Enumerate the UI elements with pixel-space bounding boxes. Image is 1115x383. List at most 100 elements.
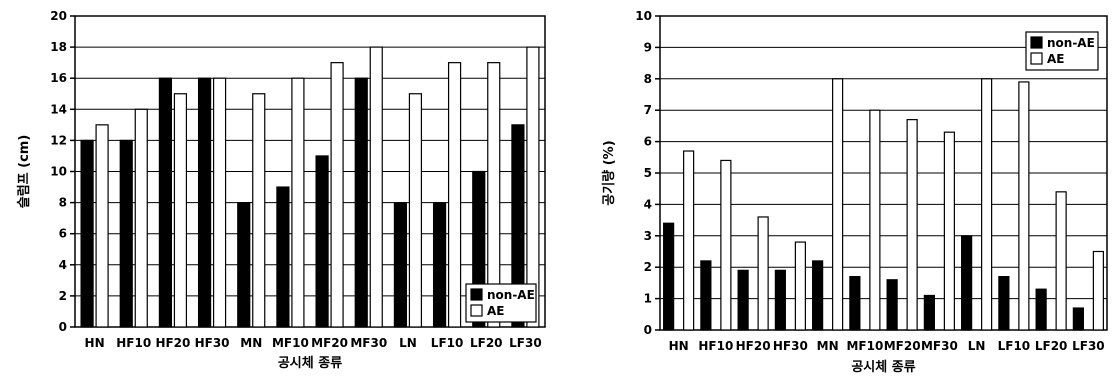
bar-non-ae-lf10 [432, 202, 447, 328]
bar-non-ae-lf20 [1035, 288, 1047, 331]
legend-label: non-AE [487, 288, 535, 302]
bar-ae-mn [832, 78, 844, 331]
y-tick-label: 0 [644, 323, 652, 337]
legend-label: AE [1047, 52, 1064, 66]
bar-non-ae-lf10 [998, 276, 1010, 331]
bar-non-ae-hn [80, 139, 94, 328]
x-tick-label: LF20 [1035, 339, 1068, 353]
legend-swatch [1030, 52, 1043, 65]
x-tick-label: HN [85, 336, 105, 350]
bar-ae-mf10 [291, 77, 305, 328]
x-tick-label: MF30 [350, 336, 387, 350]
x-tick-label: LF10 [431, 336, 464, 350]
y-tick-label: 14 [50, 102, 67, 116]
y-tick-label: 4 [644, 197, 652, 211]
y-tick-label: 2 [644, 260, 652, 274]
bar-non-ae-mf10 [849, 276, 861, 331]
legend-swatch [1030, 36, 1043, 49]
y-tick-label: 18 [50, 40, 67, 54]
legend: non-AE AE [1025, 31, 1099, 71]
y-tick-label: 2 [59, 289, 67, 303]
x-axis-title: 공시체 종류 [278, 356, 342, 371]
bar-ae-hf20 [173, 93, 188, 328]
y-tick-label: 5 [644, 166, 652, 180]
plot-area [659, 15, 1108, 331]
legend-swatch [470, 304, 483, 317]
y-tick-label: 4 [59, 258, 67, 272]
x-tick-label: HF10 [698, 339, 733, 353]
y-tick-label: 10 [50, 165, 67, 179]
bar-ae-hf30 [212, 77, 227, 328]
x-tick-label: MF20 [311, 336, 348, 350]
x-tick-label: MF10 [272, 336, 309, 350]
bar-non-ae-lf30 [1072, 307, 1084, 331]
bar-ae-mf20 [906, 119, 918, 331]
x-tick-label: HF10 [116, 336, 151, 350]
y-axis-title: 슬럼프 (cm) [17, 135, 32, 209]
x-tick-label: LF30 [509, 336, 542, 350]
y-tick-label: 6 [644, 135, 652, 149]
bar-non-ae-hf30 [197, 77, 212, 328]
legend-label: non-AE [1047, 36, 1095, 50]
x-tick-label: MF30 [921, 339, 958, 353]
x-tick-label: MN [817, 339, 839, 353]
bar-ae-hn [683, 150, 695, 331]
bar-ae-lf10 [447, 62, 462, 328]
bar-ae-hf20 [757, 216, 769, 331]
y-tick-label: 10 [635, 9, 652, 23]
plot-area [74, 15, 546, 328]
x-tick-label: MN [240, 336, 262, 350]
slump-chart: 0 2 4 6 8 10 12 14 16 18 20 HN HF10 HF20 HF30 MN MF10 MF2… [17, 9, 546, 371]
y-tick-label: 12 [50, 133, 67, 147]
bar-ae-lf30 [526, 46, 540, 328]
bar-ae-lf30 [1092, 250, 1104, 331]
legend: non-AE AE [465, 283, 537, 323]
bar-ae-mf20 [330, 62, 344, 328]
bar-non-ae-ln [961, 235, 973, 331]
y-tick-label: 6 [59, 227, 67, 241]
bar-non-ae-mf10 [276, 186, 290, 328]
y-tick-label: 16 [50, 71, 67, 85]
bar-ae-mf30 [943, 131, 955, 331]
x-tick-label: LN [399, 336, 417, 350]
y-tick-label: 8 [59, 196, 67, 210]
bar-non-ae-mf30 [923, 294, 935, 331]
x-tick-label: LF20 [470, 336, 503, 350]
y-tick-label: 7 [644, 103, 652, 117]
bar-non-ae-mf20 [886, 279, 898, 331]
x-tick-label: LF10 [998, 339, 1031, 353]
y-tick-label: 8 [644, 72, 652, 86]
bar-ae-lf20 [487, 62, 501, 328]
bar-ae-hf30 [794, 241, 806, 331]
bar-ae-ln [408, 93, 423, 328]
bar-non-ae-hn [663, 222, 675, 331]
bar-non-ae-mf20 [315, 155, 329, 328]
bar-non-ae-hf10 [119, 139, 133, 328]
bar-non-ae-mn [812, 260, 824, 331]
x-tick-label: LF30 [1072, 339, 1105, 353]
x-tick-label: HF30 [195, 336, 230, 350]
bar-ae-mn [252, 93, 266, 328]
x-tick-label: HF30 [773, 339, 808, 353]
bar-ae-lf20 [1055, 191, 1067, 331]
legend-swatch [470, 288, 483, 301]
y-axis-title: 공기량 (%) [602, 140, 617, 205]
bar-non-ae-lf30 [511, 124, 525, 328]
legend-label: AE [487, 304, 504, 318]
y-tick-label: 20 [50, 9, 67, 23]
bar-non-ae-hf20 [737, 269, 749, 331]
x-tick-label: MF10 [846, 339, 883, 353]
bar-non-ae-hf30 [774, 269, 786, 331]
bar-non-ae-hf20 [158, 77, 173, 328]
x-tick-label: HF20 [736, 339, 771, 353]
y-tick-label: 1 [644, 292, 652, 306]
bar-ae-hf10 [720, 159, 732, 331]
bar-ae-mf10 [869, 109, 881, 331]
bar-ae-hf10 [134, 108, 148, 328]
x-axis-title: 공시체 종류 [851, 360, 915, 375]
x-tick-label: HF20 [155, 336, 190, 350]
bar-ae-ln [981, 78, 993, 331]
bar-non-ae-mf30 [354, 77, 368, 328]
x-tick-label: LN [968, 339, 986, 353]
